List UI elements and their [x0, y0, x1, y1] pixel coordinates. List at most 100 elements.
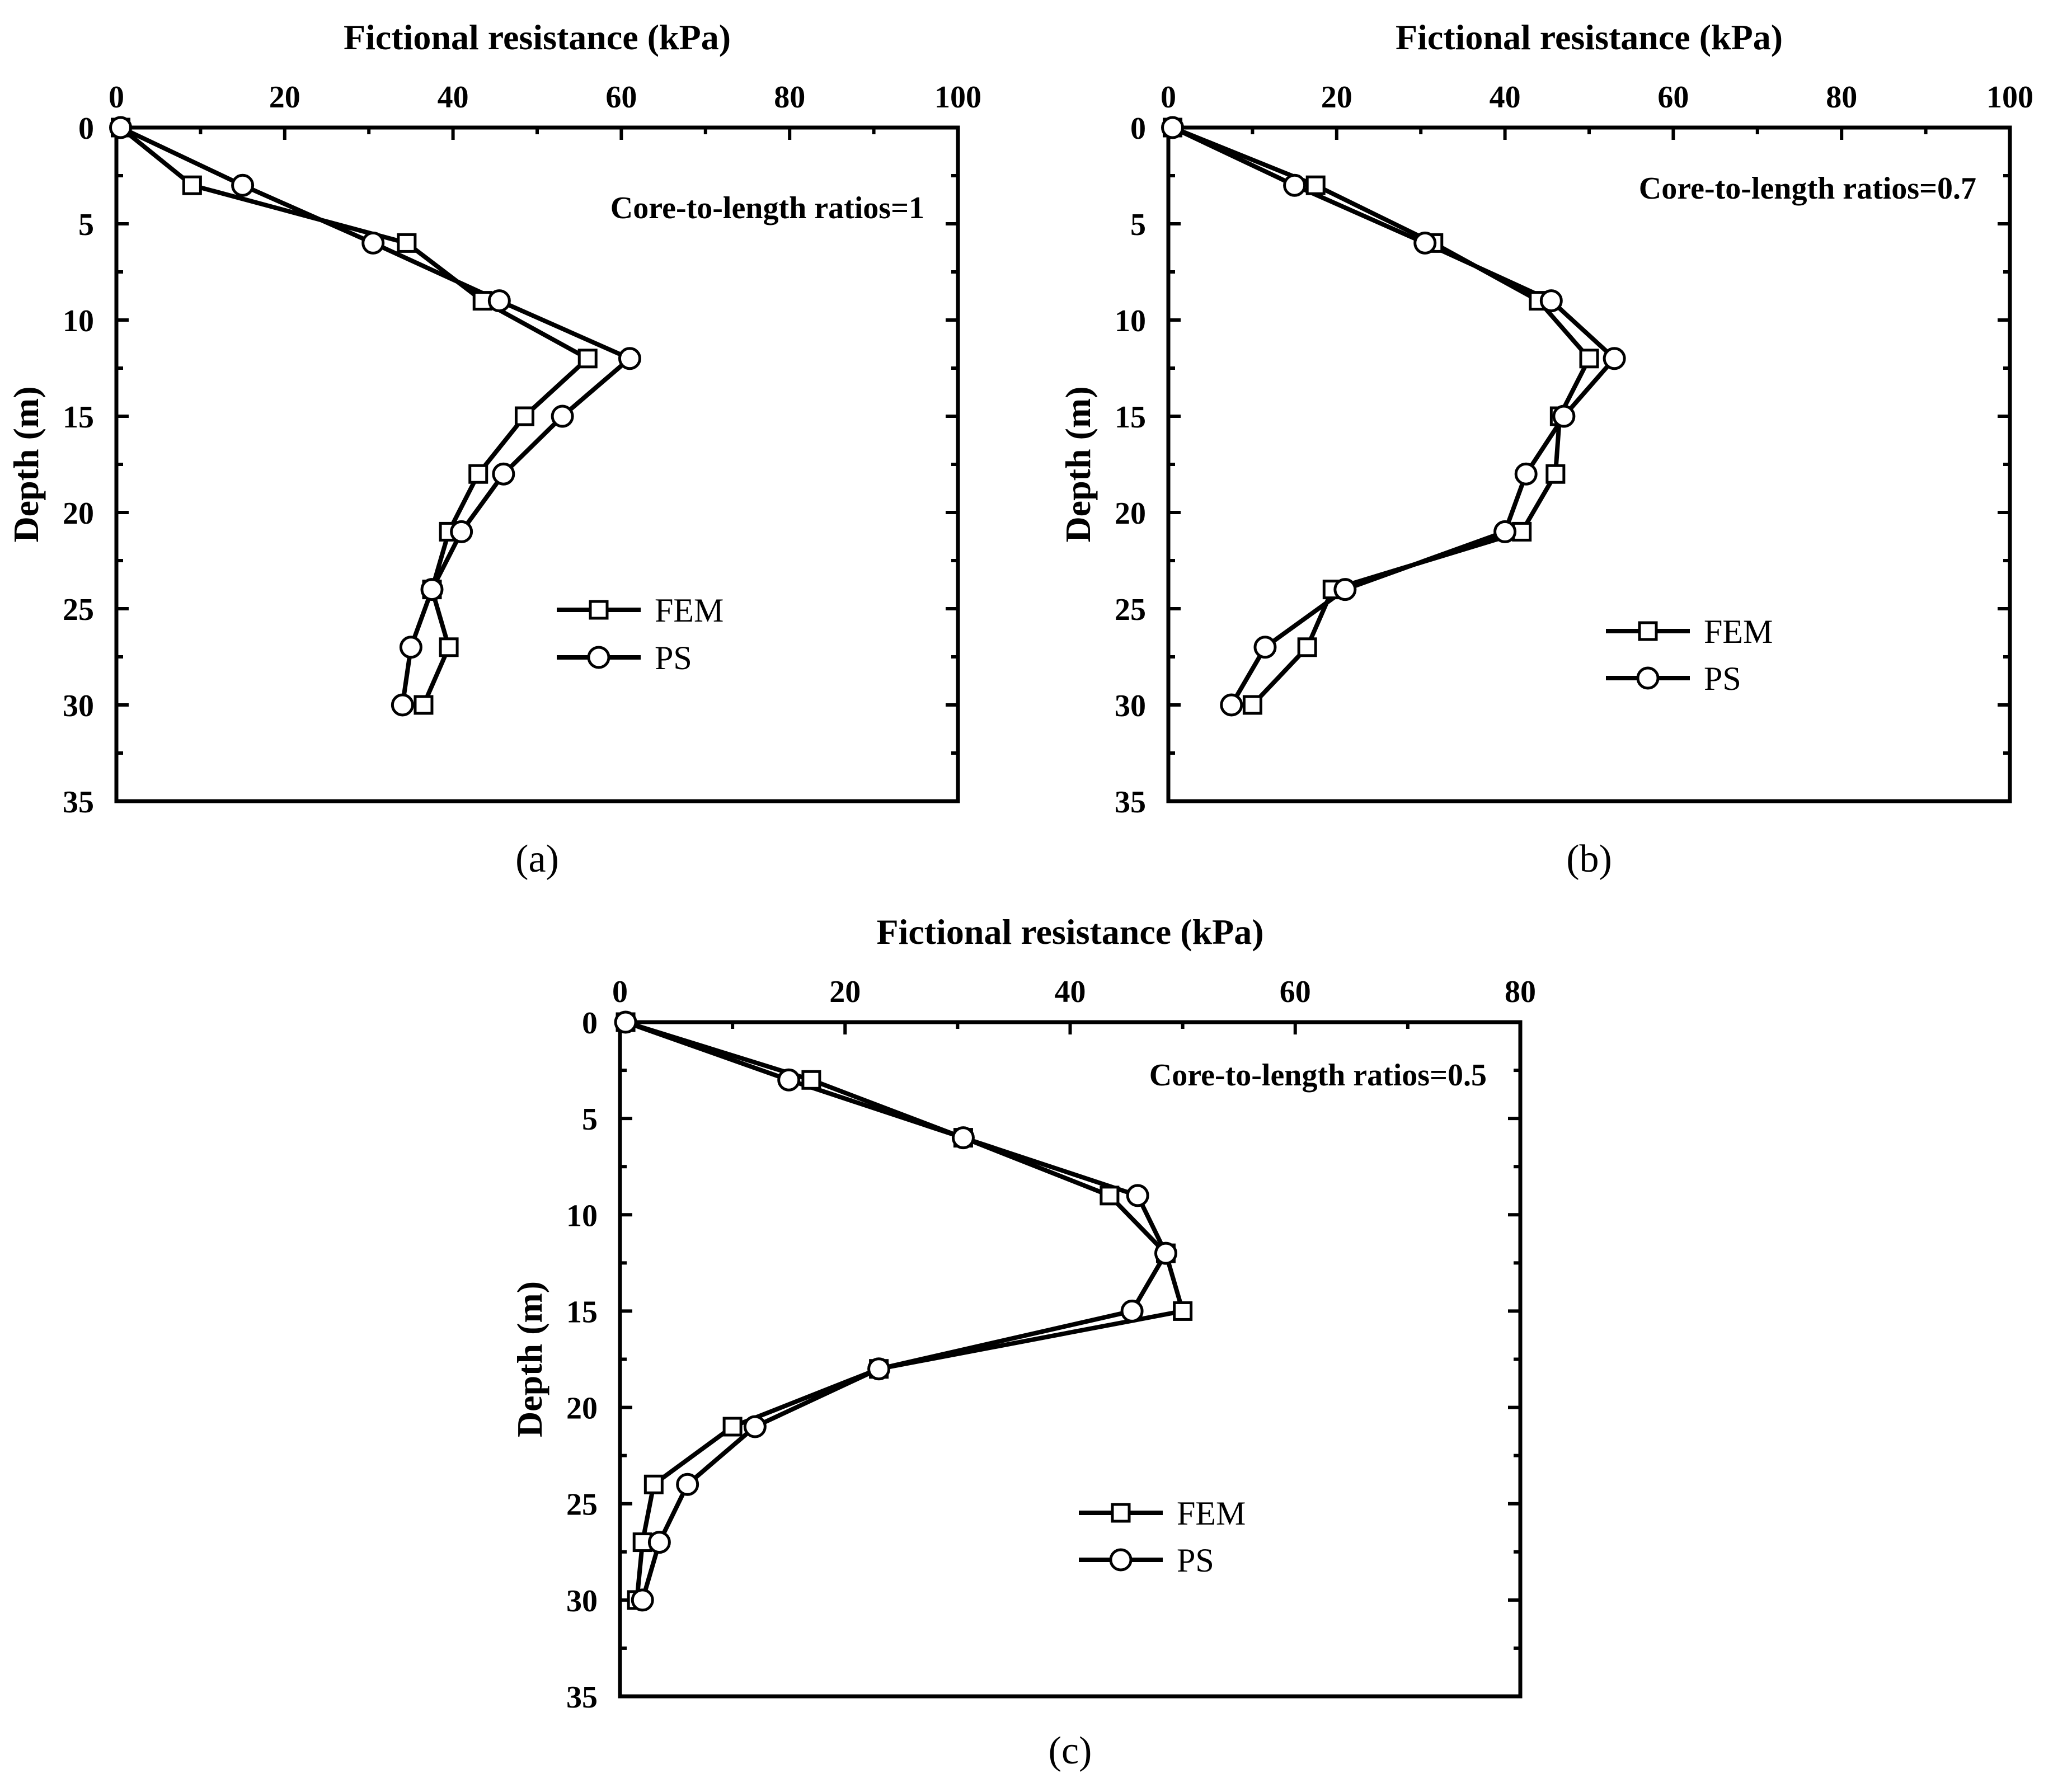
data-point-fem	[801, 1070, 821, 1090]
y-tick-label: 25	[1115, 592, 1146, 627]
y-tick-label: 15	[566, 1295, 598, 1329]
data-point-fem	[1100, 1186, 1120, 1206]
data-point-fem	[1173, 1301, 1193, 1321]
legend: FEM PS	[1079, 1495, 1246, 1579]
x-tick-label: 40	[438, 80, 469, 115]
ratio-annotation: Core-to-length ratios=1	[610, 191, 924, 225]
y-tick-label: 10	[63, 304, 94, 338]
y-tick-label: 5	[582, 1102, 598, 1137]
chart-panel-2: 0 20 40 60 80 100 0 5 10 15 20 25 30 35 Fictional resi…	[1058, 17, 2033, 881]
y-tick-label: 30	[63, 689, 94, 723]
x-tick-label: 0	[109, 80, 124, 115]
data-point-ps	[109, 116, 133, 139]
data-point-ps	[1220, 693, 1243, 717]
ratio-annotation: Core-to-length ratios=0.5	[1149, 1058, 1487, 1093]
x-tick-label: 20	[269, 80, 300, 115]
legend-label-ps: PS	[1177, 1542, 1214, 1579]
data-point-fem	[514, 406, 534, 426]
y-tick-label: 15	[63, 400, 94, 435]
data-point-ps	[361, 231, 385, 255]
data-point-fem	[643, 1474, 664, 1494]
x-tick-label: 40	[1490, 80, 1521, 115]
data-point-ps	[614, 1010, 637, 1034]
legend-marker-square	[1111, 1503, 1131, 1523]
y-tick-label: 30	[566, 1584, 598, 1619]
x-tick-label: 60	[1280, 975, 1311, 1009]
x-tick-label: 80	[774, 80, 805, 115]
data-point-ps	[1539, 289, 1563, 313]
legend-label-fem: FEM	[655, 592, 724, 629]
data-point-ps	[647, 1531, 671, 1554]
y-tick-label: 30	[1115, 689, 1146, 723]
y-tick-label: 0	[78, 111, 94, 146]
panel-label: (c)	[1049, 1729, 1092, 1772]
data-point-ps	[1154, 1241, 1177, 1265]
x-tick-label: 60	[605, 80, 637, 115]
data-point-fem	[439, 637, 459, 657]
y-axis-title: Depth (m)	[510, 1281, 549, 1437]
data-point-ps	[1603, 347, 1626, 370]
legend-marker-square	[1638, 621, 1658, 641]
data-point-ps	[492, 462, 515, 486]
data-point-fem	[414, 695, 434, 715]
data-point-ps	[551, 405, 574, 428]
legend-marker-circle	[587, 646, 610, 669]
data-point-ps	[1333, 578, 1357, 601]
data-point-ps	[676, 1473, 699, 1496]
y-tick-label: 25	[63, 592, 94, 627]
data-point-fem	[1242, 695, 1262, 715]
x-tick-label: 20	[829, 975, 861, 1009]
data-point-ps	[631, 1588, 654, 1612]
data-point-ps	[1514, 462, 1538, 486]
y-tick-label: 0	[1130, 111, 1146, 146]
data-point-fem	[182, 175, 202, 195]
data-point-ps	[399, 636, 422, 659]
data-point-ps	[420, 578, 444, 601]
y-tick-label: 20	[1115, 496, 1146, 531]
x-tick-label: 80	[1826, 80, 1857, 115]
data-point-fem	[468, 464, 488, 484]
panel-label: (b)	[1566, 838, 1612, 881]
legend-marker-circle	[1109, 1548, 1133, 1572]
data-point-ps	[951, 1126, 975, 1150]
data-point-ps	[743, 1415, 767, 1438]
x-tick-label: 20	[1321, 80, 1352, 115]
y-tick-label: 10	[1115, 304, 1146, 338]
y-tick-label: 10	[566, 1198, 598, 1233]
plot-frame	[1166, 125, 2012, 803]
legend-label-fem: FEM	[1704, 613, 1773, 650]
y-tick-label: 35	[566, 1680, 598, 1715]
x-axis-title: Fictional resistance (kPa)	[1396, 17, 1783, 57]
y-axis-title: Depth (m)	[1058, 386, 1098, 542]
series-line-ps	[1171, 125, 1617, 707]
y-tick-label: 5	[78, 208, 94, 242]
legend: FEM PS	[1606, 613, 1773, 697]
data-point-ps	[1126, 1184, 1149, 1207]
x-tick-label: 100	[1986, 80, 2033, 115]
data-point-ps	[777, 1068, 801, 1092]
data-point-ps	[450, 520, 473, 543]
data-point-ps	[487, 289, 511, 313]
legend-label-ps: PS	[655, 639, 692, 676]
x-tick-label: 60	[1657, 80, 1689, 115]
data-point-ps	[231, 173, 255, 197]
data-point-fem	[397, 233, 417, 253]
y-tick-label: 35	[63, 785, 94, 820]
chart-panel-1: 0 20 40 60 80 100 0 5 10 15 20 25 30 35 Fictional resi…	[6, 17, 981, 881]
legend: FEM PS	[557, 592, 724, 676]
y-tick-label: 0	[582, 1006, 598, 1041]
y-tick-label: 5	[1130, 208, 1146, 242]
legend-marker-square	[589, 600, 609, 620]
data-point-fem	[577, 349, 598, 369]
series-line-fem	[1172, 125, 1591, 707]
data-point-fem	[1305, 175, 1326, 195]
y-tick-label: 15	[1115, 400, 1146, 435]
data-point-ps	[1413, 231, 1437, 255]
x-tick-label: 100	[934, 80, 981, 115]
ratio-annotation: Core-to-length ratios=0.7	[1639, 171, 1976, 206]
data-point-ps	[1552, 405, 1576, 428]
data-point-ps	[1120, 1299, 1144, 1323]
y-tick-label: 20	[566, 1391, 598, 1426]
data-point-ps	[1283, 173, 1307, 197]
